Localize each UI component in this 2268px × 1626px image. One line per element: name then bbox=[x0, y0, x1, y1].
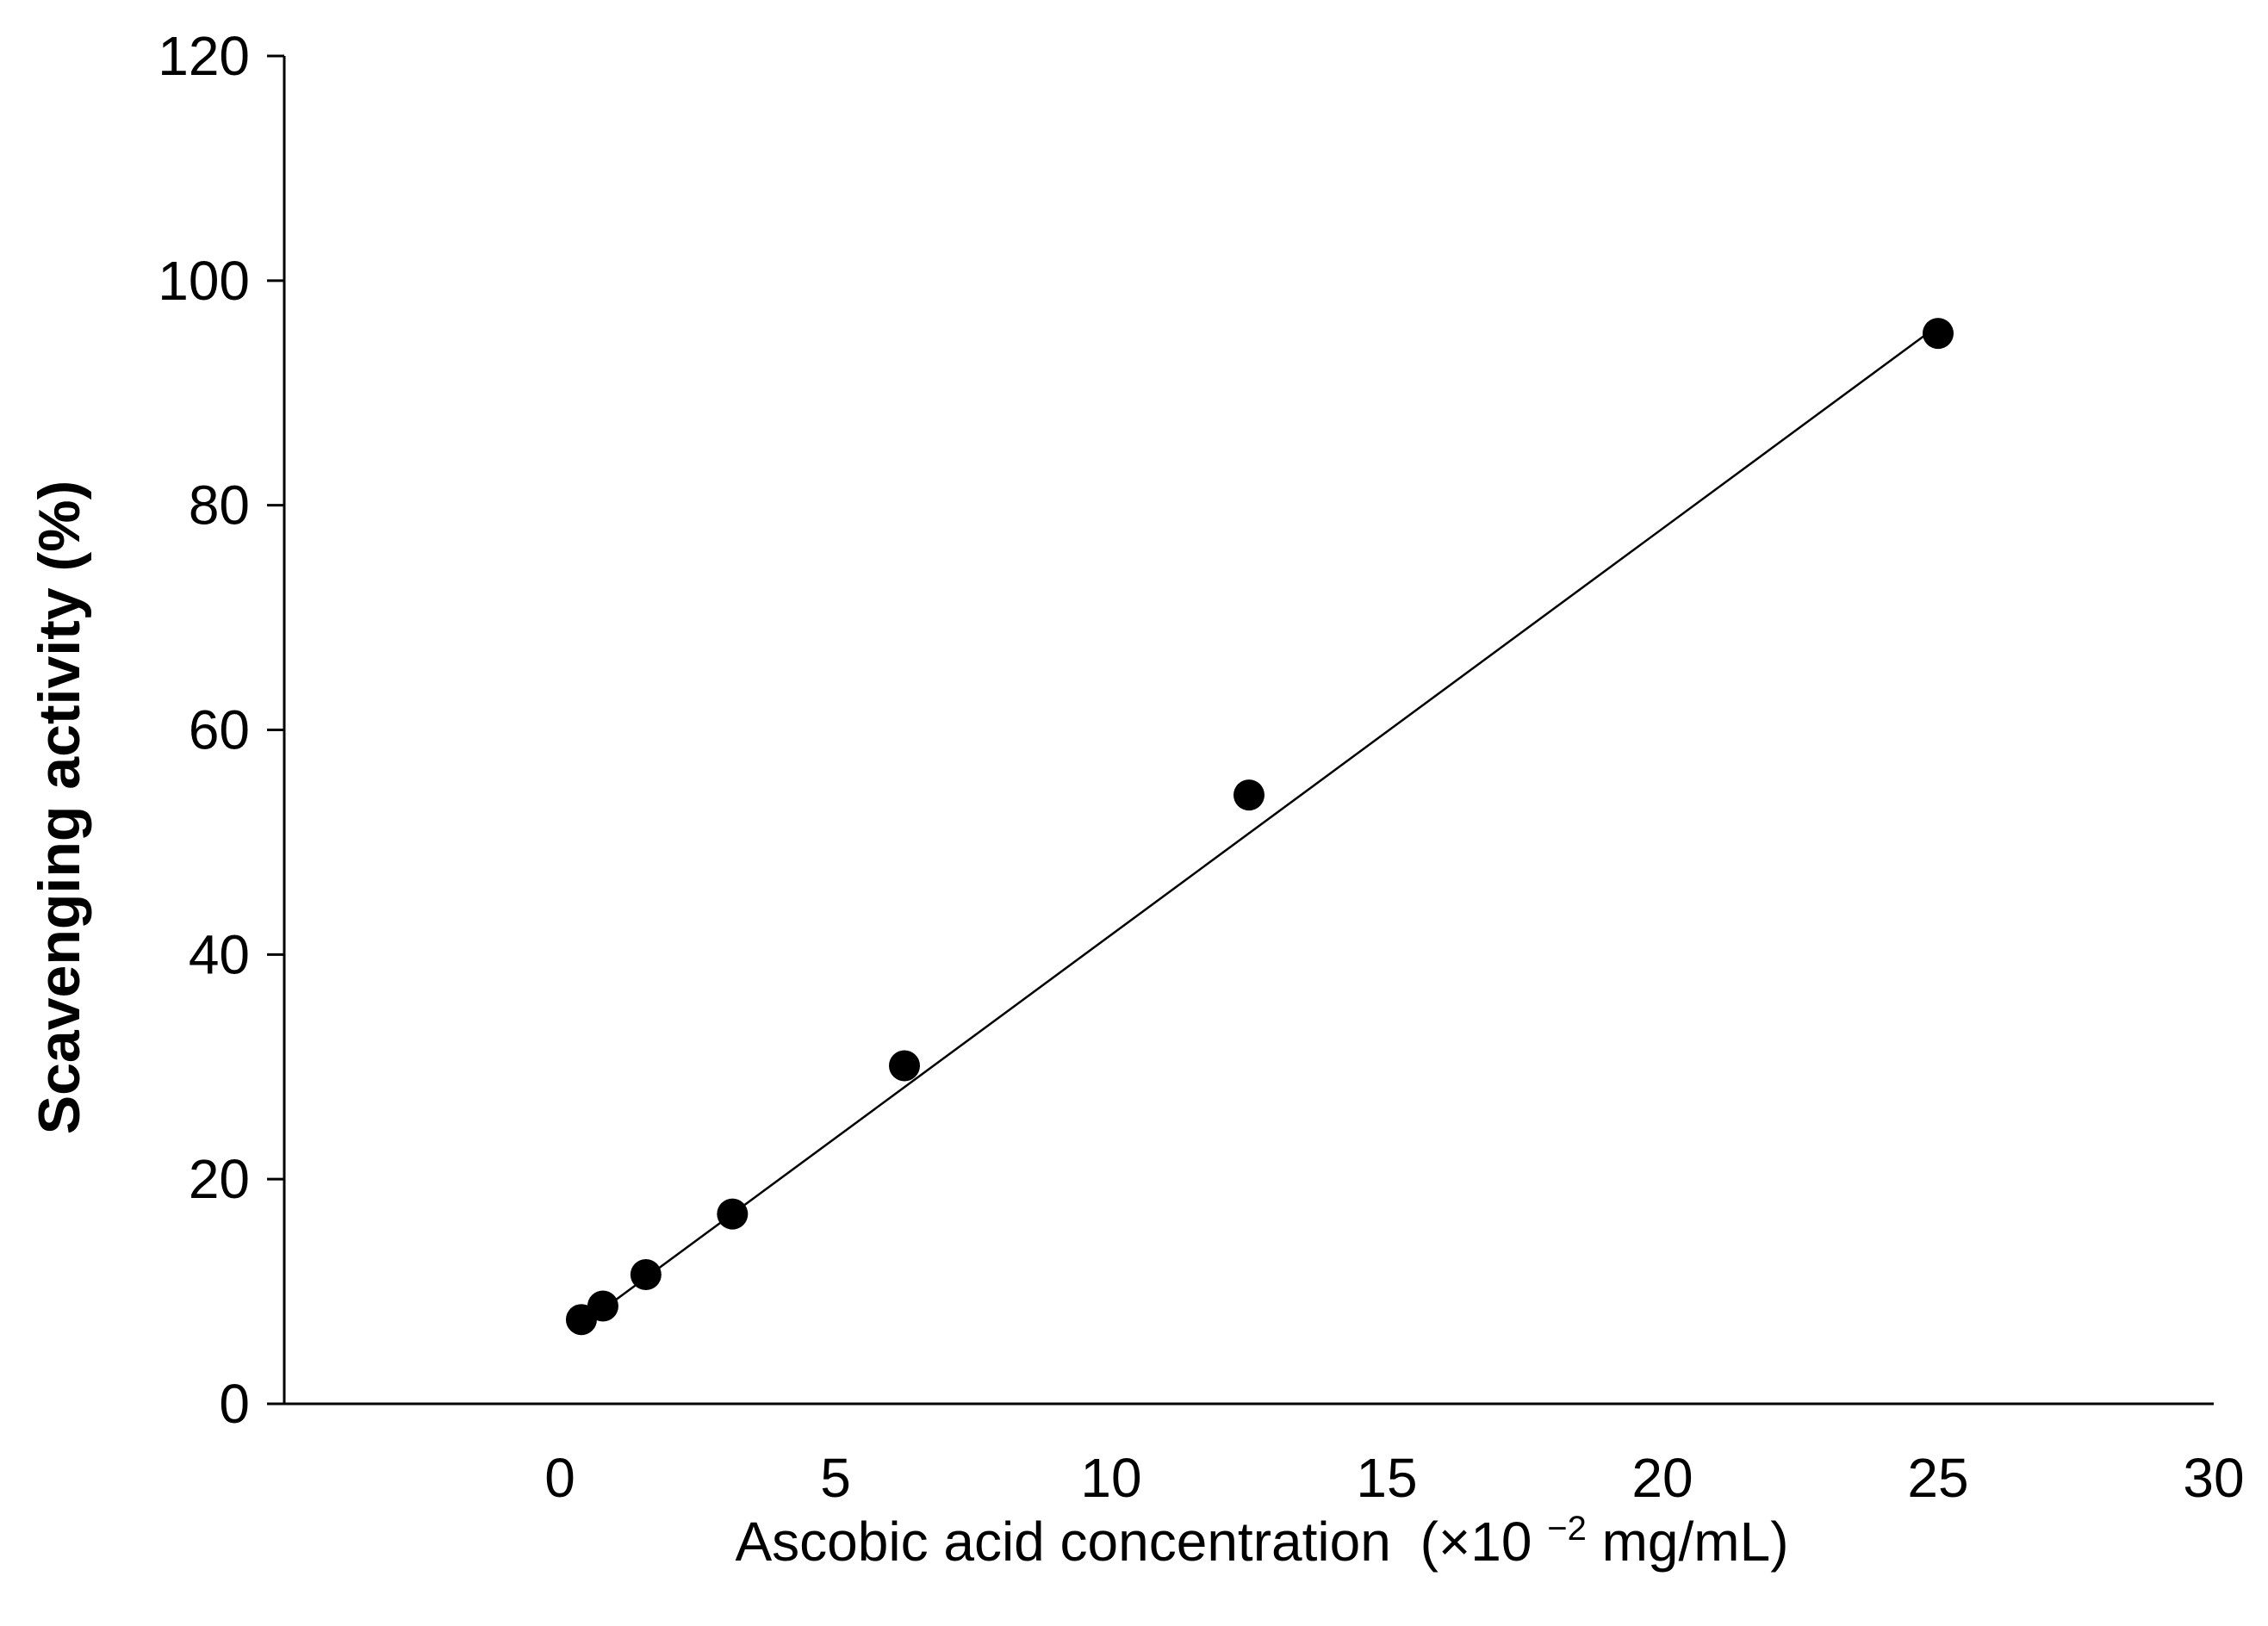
axes bbox=[283, 56, 2214, 1406]
trendline bbox=[581, 324, 1939, 1326]
x-tick-label: 25 bbox=[1907, 1447, 1968, 1509]
y-tick-label: 80 bbox=[189, 475, 250, 537]
data-point bbox=[889, 1050, 920, 1082]
y-tick-label: 60 bbox=[189, 699, 250, 761]
x-tick-label: 0 bbox=[544, 1447, 575, 1509]
y-tick-label: 100 bbox=[158, 250, 250, 312]
x-tick-label: 5 bbox=[820, 1447, 851, 1509]
x-tick-label: 20 bbox=[1631, 1447, 1693, 1509]
data-point bbox=[1923, 318, 1954, 350]
data-point bbox=[587, 1290, 618, 1322]
x-tick-label: 15 bbox=[1356, 1447, 1417, 1509]
x-tick-label: 10 bbox=[1080, 1447, 1141, 1509]
data-points bbox=[565, 318, 1954, 1336]
data-point bbox=[717, 1198, 749, 1230]
x-axis-title-unit-suffix: mg/mL) bbox=[1602, 1511, 1789, 1573]
x-axis-title-main: Ascobic acid concentration bbox=[735, 1511, 1390, 1573]
y-tick-label: 0 bbox=[219, 1373, 250, 1435]
y-tick-label: 120 bbox=[158, 25, 250, 87]
trendline-group bbox=[581, 324, 1939, 1326]
data-point bbox=[1233, 779, 1264, 811]
x-axis-title: Ascobic acid concentration (×10 −2 mg/mL… bbox=[735, 1490, 1788, 1573]
x-axis-title-unit-prefix: (×10 bbox=[1420, 1511, 1532, 1573]
y-tick-label: 40 bbox=[189, 923, 250, 985]
y-axis-title: Scavenging activity (%) bbox=[27, 481, 92, 1135]
x-ticks: 0 5 10 15 20 25 30 bbox=[544, 1447, 2244, 1509]
x-tick-label: 30 bbox=[2183, 1447, 2244, 1509]
x-axis-title-unit-exponent: −2 bbox=[1547, 1510, 1587, 1548]
y-tick-label: 20 bbox=[189, 1148, 250, 1210]
data-point bbox=[630, 1259, 662, 1291]
y-ticks: 0 20 40 60 80 100 120 bbox=[158, 25, 284, 1435]
